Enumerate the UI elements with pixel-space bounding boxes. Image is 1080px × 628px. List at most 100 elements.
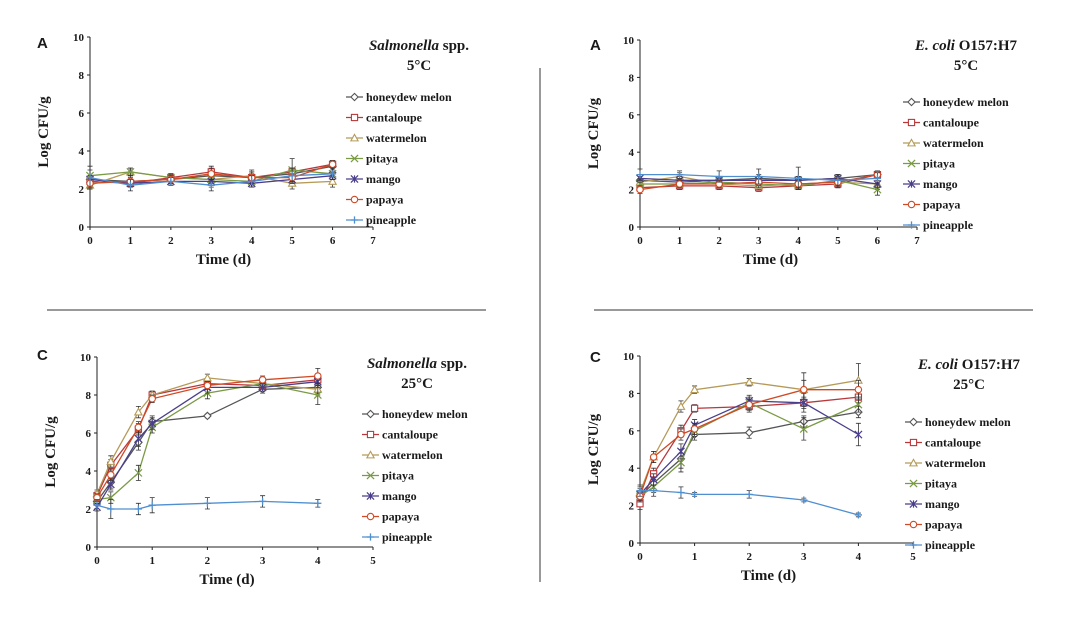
data-point-pineapple [328,170,337,178]
data-point-pineapple [650,487,658,495]
legend-label: honeydew melon [382,407,468,421]
legend-item-pitaya: pitaya [362,469,414,483]
legend-item-mango: mango [905,497,960,511]
y-axis-title: Log CFU/g [36,96,52,168]
y-axis-title: Log CFU/g [586,97,602,169]
y-tick-label: 2 [629,501,635,513]
data-point-pineapple [745,490,753,498]
series-mango [92,375,322,512]
y-tick-label: 6 [629,426,635,438]
series-pitaya [635,396,863,503]
x-tick-label: 3 [209,235,215,247]
chart-title: Salmonella spp. [369,38,469,54]
data-point-pineapple [834,176,842,184]
data-point-pitaya [313,390,322,400]
data-point-watermelon [106,456,116,465]
x-tick-label: 0 [94,555,100,567]
legend-marker-honeydew-melon [909,417,918,427]
data-point-pineapple [854,511,862,519]
data-point-pineapple [259,497,267,505]
x-tick-label: 2 [746,551,752,563]
x-tick-label: 3 [260,555,266,567]
series-honeydew-melon [635,406,863,503]
data-point-pitaya [799,424,808,433]
data-point-papaya [203,381,212,390]
legend-marker-watermelon [349,133,360,142]
chart-subtitle: 25°C [401,376,433,392]
data-point-watermelon [690,384,700,394]
legend-label: pineapple [366,213,417,227]
legend-label: cantaloupe [925,436,982,450]
data-point-pineapple [93,501,101,509]
y-tick-label: 6 [86,428,92,440]
legend-label: honeydew melon [923,95,1009,109]
x-tick-label: 3 [756,235,762,247]
data-point-pineapple [107,505,115,513]
legend-label: papaya [925,518,962,532]
legend-item-papaya: papaya [905,518,962,532]
data-point-watermelon [133,407,143,416]
series-line-pitaya [639,402,859,497]
data-point-mango [854,430,863,439]
legend-label: mango [366,172,401,186]
x-tick-label: 3 [801,551,807,563]
chart-title-italic: E. coli [917,357,959,373]
data-point-pineapple [715,172,723,181]
legend: honeydew melon cantaloupe watermelon pitaya… [346,90,452,227]
y-tick-label: 10 [623,351,635,363]
chart-subtitle: 25°C [953,377,985,393]
legend-label: papaya [923,198,960,212]
legend-label: pineapple [923,218,974,232]
series-papaya [93,368,322,502]
data-point-watermelon [328,176,338,185]
legend-marker-papaya [350,195,359,204]
y-tick-label: 4 [629,147,635,159]
series-pineapple [93,495,322,519]
x-tick-label: 1 [149,555,155,567]
legend-label: pitaya [366,152,398,166]
legend-marker-pitaya [350,154,359,163]
legend-item-pitaya: pitaya [346,152,398,166]
legend: honeydew melon cantaloupe watermelon pitaya… [905,415,1011,552]
y-tick-label: 2 [86,504,92,516]
data-point-mango [676,447,685,456]
series-papaya [636,379,863,503]
legend-marker-papaya [907,200,916,209]
panel-letter: A [590,37,601,54]
x-axis-title: Time (d) [743,252,798,268]
data-point-papaya [649,453,658,461]
legend-item-mango: mango [903,177,958,191]
data-point-pineapple [148,501,156,509]
y-tick-label: 8 [629,388,635,400]
legend-label: watermelon [366,131,427,145]
legend-item-pineapple: pineapple [346,213,417,227]
data-point-pineapple [636,487,644,495]
x-tick-label: 1 [128,235,134,247]
data-point-mango [148,419,157,428]
x-tick-label: 0 [637,235,643,247]
panel-letter: C [590,349,601,366]
legend-label: papaya [366,193,403,207]
data-point-watermelon [744,377,754,386]
legend-item-papaya: papaya [903,198,960,212]
legend-marker-pitaya [366,471,375,480]
legend-marker-honeydew-melon [907,97,916,107]
legend-item-pineapple: pineapple [903,218,974,232]
legend-marker-pineapple [907,221,916,229]
chart-title: E. coli O157:H7 [914,38,1018,54]
legend-marker-papaya [366,512,375,521]
y-tick-label: 8 [79,70,85,82]
legend-item-mango: mango [346,172,401,186]
chart-subtitle: 5°C [407,58,431,74]
data-point-papaya [258,376,267,384]
x-tick-label: 5 [289,235,295,247]
data-point-pineapple [126,181,135,189]
chart-title-rest: O157:H7 [955,38,1018,54]
legend-item-watermelon: watermelon [362,448,443,462]
y-tick-label: 4 [79,146,85,158]
legend-label: mango [923,177,958,191]
data-point-watermelon [202,373,212,382]
data-point-pineapple [691,490,699,498]
legend-item-cantaloupe: cantaloupe [905,436,982,450]
legend-label: watermelon [923,136,984,150]
